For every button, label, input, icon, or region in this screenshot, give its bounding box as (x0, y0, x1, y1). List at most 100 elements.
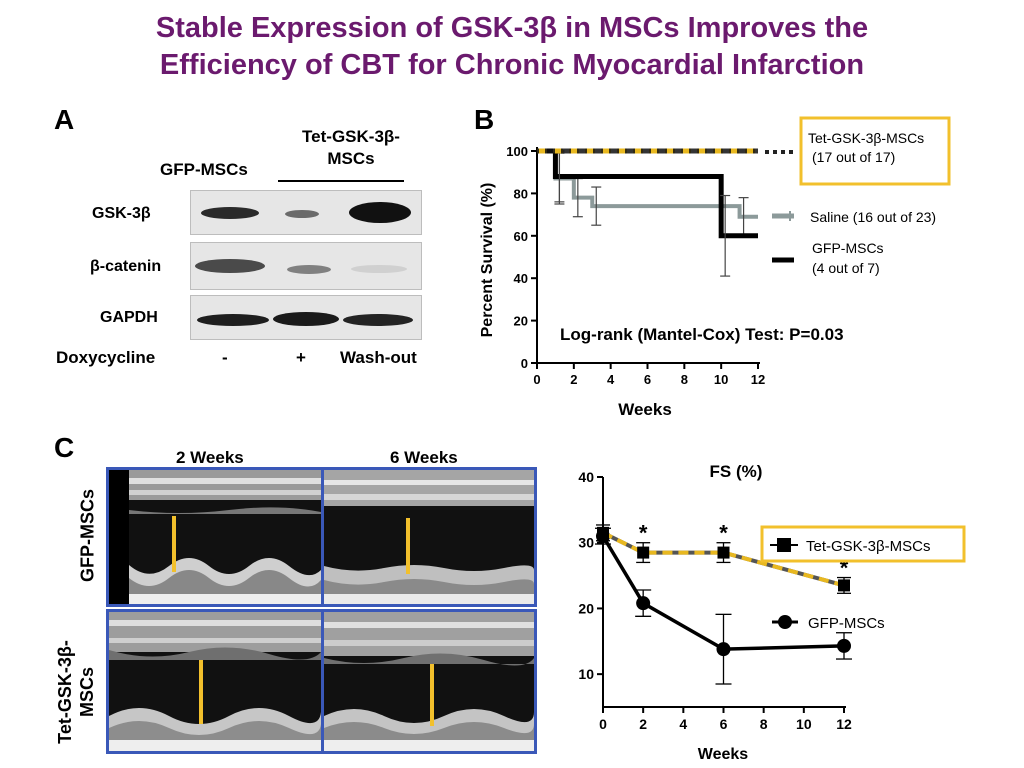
blot-strip-gapdh (190, 295, 422, 340)
legend-fs-gfp-marker (778, 615, 792, 629)
mmode-tet-2w (106, 609, 324, 754)
fs-gfp-point (837, 638, 851, 653)
x-tick-label: 8 (681, 372, 688, 387)
blot-row-label-gapdh: GAPDH (100, 309, 158, 326)
band (287, 265, 331, 274)
treatment-lane-2: + (296, 348, 306, 367)
band (349, 202, 411, 223)
mmode-col-label-6w: 6 Weeks (390, 448, 458, 467)
measure-line (199, 660, 203, 724)
x-tick-label: 12 (751, 372, 765, 387)
treatment-lane-1: - (222, 348, 228, 367)
x-tick-label: 10 (714, 372, 728, 387)
x-tick-label: 10 (796, 716, 812, 732)
title-line-2: Efficiency of CBT for Chronic Myocardial… (159, 49, 865, 81)
x-tick-label: 6 (720, 716, 728, 732)
fs-series-gfp-line (601, 535, 845, 651)
blot-strip-gsk3b (190, 190, 422, 235)
blot-group-underline (278, 180, 404, 182)
fs-tet-point (838, 579, 850, 592)
x-tick-label: 6 (644, 372, 651, 387)
title-line-1: Stable Expression of GSK-3β in MSCs Impr… (155, 12, 869, 44)
fs-gfp-point (636, 596, 651, 611)
measure-line (430, 664, 434, 726)
fs-gfp-point (716, 642, 731, 657)
y-tick-label: 20 (578, 600, 594, 616)
panel-b-letter: B (474, 104, 495, 135)
x-tick-label: 8 (760, 716, 768, 732)
y-tick-label: 100 (506, 144, 528, 159)
fs-x-axis-title: Weeks (698, 746, 749, 763)
fs-significance-star: * (840, 556, 849, 581)
x-tick-label: 4 (607, 372, 615, 387)
fs-tet-point (597, 526, 609, 539)
treatment-lane-3: Wash-out (340, 348, 417, 367)
mmode-row-label-gfp: GFP-MSCs (77, 489, 98, 583)
legend-fs-tet-marker (777, 538, 791, 552)
fs-tet-point (717, 546, 730, 559)
x-tick-label: 0 (533, 372, 540, 387)
blot-group-tet: Tet-GSK-3β- MSCs (276, 126, 426, 170)
slide-title: Stable Expression of GSK-3β in MSCs Impr… (0, 10, 1024, 84)
legend-saline-label: Saline (16 out of 23) (810, 209, 936, 225)
y-tick-label: 10 (578, 666, 594, 682)
y-tick-label: 30 (578, 535, 594, 551)
band (343, 314, 413, 326)
blot-group-tet-line2: MSCs (327, 149, 375, 168)
mmode-row-label-tet: Tet-GSK-3β- MSCs (54, 622, 98, 762)
blot-strip-bcatenin (190, 242, 422, 290)
legend-tet-label: Tet-GSK-3β-MSCs (808, 130, 924, 146)
blot-row-label-gsk3b: GSK-3β (92, 205, 151, 222)
mmode-tet-6w (321, 609, 537, 754)
band (273, 312, 339, 326)
legend-gfp-count: (4 out of 7) (812, 260, 880, 276)
measure-line (406, 518, 410, 574)
logrank-annotation: Log-rank (Mantel-Cox) Test: P=0.03 (560, 325, 844, 344)
y-tick-label: 80 (514, 186, 528, 201)
y-tick-label: 20 (514, 314, 528, 329)
mmode-gfp-6w (321, 467, 537, 607)
blot-group-gfp: GFP-MSCs (160, 160, 248, 179)
mmode-row-label-tet-line1: Tet-GSK-3β- (55, 640, 75, 744)
fs-significance-star: * (719, 521, 728, 546)
legend-fs-gfp-label: GFP-MSCs (808, 615, 885, 632)
fs-tet-point (637, 546, 650, 559)
band (197, 314, 269, 326)
legend-tet-count: (17 out of 17) (812, 149, 895, 165)
x-tick-label: 2 (570, 372, 577, 387)
mmode-gfp-2w (106, 467, 324, 607)
survival-y-axis-title: Percent Survival (%) (479, 183, 496, 338)
survival-chart: 0 20 40 60 80 100 0 2 4 6 8 10 12 Tet-GSK-3β-MSCs (1… (479, 116, 951, 419)
measure-line (172, 516, 176, 572)
band (195, 259, 265, 273)
y-tick-label: 40 (578, 469, 594, 485)
treatment-label: Doxycycline (56, 348, 156, 367)
survival-plot-area: 0 20 40 60 80 100 0 2 4 6 8 10 12 (506, 144, 765, 387)
band (201, 207, 259, 219)
blot-group-tet-line1: Tet-GSK-3β- (302, 127, 400, 146)
x-tick-label: 2 (639, 716, 647, 732)
x-tick-label: 4 (679, 716, 687, 732)
blot-row-label-bcatenin: β-catenin (90, 258, 162, 275)
y-tick-label: 0 (521, 356, 528, 371)
panel-c-letter: C (54, 432, 75, 463)
legend-highlight-box-fs (760, 525, 966, 563)
legend-fs-tet-label: Tet-GSK-3β-MSCs (806, 538, 930, 555)
band (285, 210, 319, 218)
fs-chart-title: FS (%) (710, 462, 763, 481)
fs-chart: FS (%) 10 20 30 40 0 2 4 6 8 10 12 * * * Tet-GSK-3β-M… (578, 462, 966, 763)
legend-gfp-label: GFP-MSCs (812, 240, 884, 256)
fs-series-tet-line (602, 531, 845, 588)
survival-x-axis-title: Weeks (618, 400, 672, 419)
y-tick-label: 60 (514, 229, 528, 244)
fs-significance-star: * (639, 521, 648, 546)
y-tick-label: 40 (514, 271, 528, 286)
x-tick-label: 12 (836, 716, 852, 732)
band (351, 265, 407, 273)
mmode-row-label-tet-line2: MSCs (77, 667, 97, 718)
panel-a-letter: A (54, 104, 75, 135)
x-tick-label: 0 (599, 716, 607, 732)
fs-plot-area: 10 20 30 40 0 2 4 6 8 10 12 * * * (578, 469, 852, 732)
mmode-col-label-2w: 2 Weeks (176, 448, 244, 467)
legend-highlight-box (799, 116, 951, 186)
